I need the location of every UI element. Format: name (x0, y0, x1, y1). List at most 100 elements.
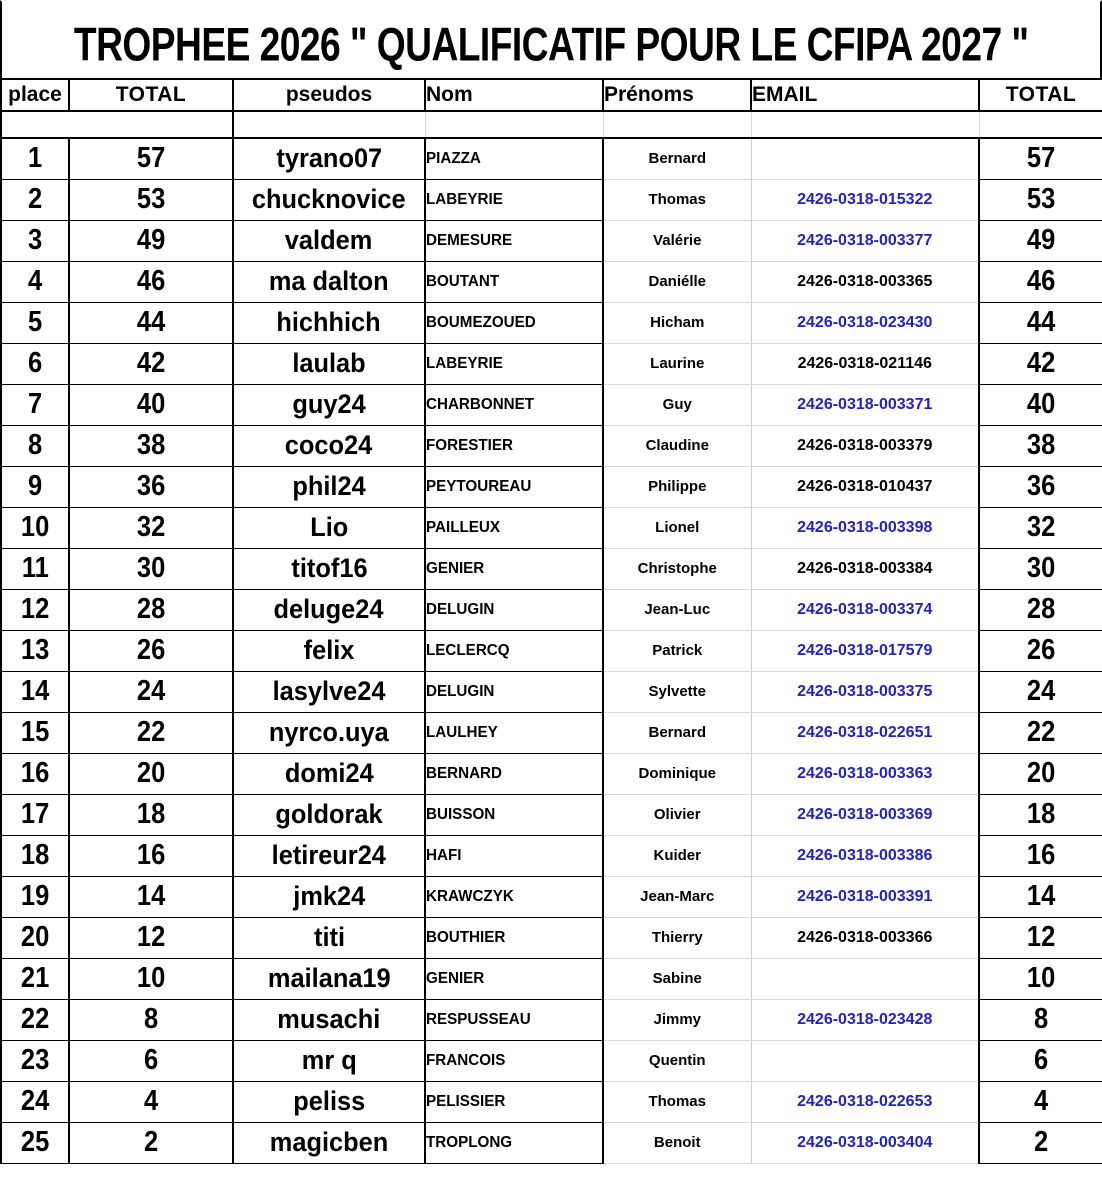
column-header-total-left[interactable]: TOTAL (69, 78, 234, 112)
cell-email[interactable]: 2426-0318-003386 (751, 834, 979, 877)
cell-nom[interactable]: PIAZZA (425, 137, 604, 180)
cell-place[interactable]: 21 (0, 957, 70, 1000)
cell-total-right[interactable]: 42 (978, 342, 1102, 385)
cell-nom[interactable]: FORESTIER (425, 424, 604, 467)
cell-email[interactable]: 2426-0318-022653 (751, 1080, 979, 1123)
cell-pseudo[interactable]: ma dalton (233, 260, 426, 303)
cell-total-left[interactable]: 16 (69, 834, 234, 877)
cell-email[interactable]: 2426-0318-021146 (751, 342, 979, 385)
cell-nom[interactable]: PAILLEUX (425, 506, 604, 549)
cell-prenom[interactable]: Jimmy (603, 998, 752, 1041)
cell-total-right[interactable]: 26 (978, 629, 1102, 672)
cell-place[interactable]: 5 (0, 301, 70, 344)
column-header-place[interactable]: place (0, 78, 70, 112)
cell-nom[interactable]: PELISSIER (425, 1080, 604, 1123)
cell-pseudo[interactable]: goldorak (233, 793, 426, 836)
cell-pseudo[interactable]: guy24 (233, 383, 426, 426)
cell-email[interactable]: 2426-0318-003365 (751, 260, 979, 303)
cell-nom[interactable]: CHARBONNET (425, 383, 604, 426)
cell-nom[interactable]: LECLERCQ (425, 629, 604, 672)
cell-pseudo[interactable]: felix (233, 629, 426, 672)
cell-pseudo[interactable]: mailana19 (233, 957, 426, 1000)
cell-place[interactable]: 6 (0, 342, 70, 385)
cell-total-left[interactable]: 20 (69, 752, 234, 795)
cell-place[interactable]: 11 (0, 547, 70, 590)
cell-email[interactable]: 2426-0318-003374 (751, 588, 979, 631)
cell-total-left[interactable]: 28 (69, 588, 234, 631)
cell-email[interactable] (751, 957, 979, 1000)
cell-prenom[interactable]: Philippe (603, 465, 752, 508)
cell-pseudo[interactable]: deluge24 (233, 588, 426, 631)
cell-prenom[interactable]: Christophe (603, 547, 752, 590)
cell-total-left[interactable]: 32 (69, 506, 234, 549)
cell-place[interactable]: 4 (0, 260, 70, 303)
cell-pseudo[interactable]: laulab (233, 342, 426, 385)
cell-place[interactable]: 23 (0, 1039, 70, 1082)
cell-nom[interactable]: RESPUSSEAU (425, 998, 604, 1041)
cell-total-left[interactable]: 38 (69, 424, 234, 467)
cell-pseudo[interactable]: peliss (233, 1080, 426, 1123)
cell-pseudo[interactable]: magicben (233, 1121, 426, 1164)
cell-total-right[interactable]: 24 (978, 670, 1102, 713)
cell-place[interactable]: 8 (0, 424, 70, 467)
cell-place[interactable]: 22 (0, 998, 70, 1041)
cell-total-right[interactable]: 20 (978, 752, 1102, 795)
cell-place[interactable]: 17 (0, 793, 70, 836)
column-header-pseudos[interactable]: pseudos (233, 78, 426, 112)
cell-nom[interactable]: BOUTANT (425, 260, 604, 303)
cell-pseudo[interactable]: titi (233, 916, 426, 959)
cell-total-left[interactable]: 8 (69, 998, 234, 1041)
cell-nom[interactable]: LAULHEY (425, 711, 604, 754)
cell-prenom[interactable]: Claudine (603, 424, 752, 467)
cell-prenom[interactable]: Thierry (603, 916, 752, 959)
cell-prenom[interactable]: Bernard (603, 711, 752, 754)
cell-total-right[interactable]: 36 (978, 465, 1102, 508)
cell-nom[interactable]: KRAWCZYK (425, 875, 604, 918)
cell-email[interactable]: 2426-0318-003404 (751, 1121, 979, 1164)
cell-nom[interactable]: GENIER (425, 957, 604, 1000)
cell-total-right[interactable]: 18 (978, 793, 1102, 836)
cell-email[interactable]: 2426-0318-003384 (751, 547, 979, 590)
cell-prenom[interactable]: Lionel (603, 506, 752, 549)
cell-prenom[interactable]: Olivier (603, 793, 752, 836)
cell-prenom[interactable]: Kuider (603, 834, 752, 877)
cell-pseudo[interactable]: phil24 (233, 465, 426, 508)
cell-place[interactable]: 16 (0, 752, 70, 795)
cell-email[interactable]: 2426-0318-003398 (751, 506, 979, 549)
cell-prenom[interactable]: Jean-Luc (603, 588, 752, 631)
cell-prenom[interactable]: Sabine (603, 957, 752, 1000)
cell-total-left[interactable]: 6 (69, 1039, 234, 1082)
cell-nom[interactable]: PEYTOUREAU (425, 465, 604, 508)
cell-prenom[interactable]: Dominique (603, 752, 752, 795)
cell-nom[interactable]: DELUGIN (425, 588, 604, 631)
cell-total-left[interactable]: 30 (69, 547, 234, 590)
cell-email[interactable]: 2426-0318-023428 (751, 998, 979, 1041)
cell-place[interactable]: 13 (0, 629, 70, 672)
cell-email[interactable]: 2426-0318-010437 (751, 465, 979, 508)
cell-total-left[interactable]: 24 (69, 670, 234, 713)
cell-email[interactable]: 2426-0318-003379 (751, 424, 979, 467)
column-header-email[interactable]: EMAIL (751, 78, 980, 112)
cell-place[interactable]: 25 (0, 1121, 70, 1164)
cell-pseudo[interactable]: nyrco.uya (233, 711, 426, 754)
cell-prenom[interactable]: Valérie (603, 219, 752, 262)
cell-nom[interactable]: HAFI (425, 834, 604, 877)
column-header-total-right[interactable]: TOTAL (979, 78, 1102, 112)
cell-place[interactable]: 2 (0, 178, 70, 221)
cell-nom[interactable]: BUISSON (425, 793, 604, 836)
cell-total-left[interactable]: 18 (69, 793, 234, 836)
cell-total-right[interactable]: 40 (978, 383, 1102, 426)
cell-email[interactable] (751, 1039, 979, 1082)
cell-total-right[interactable]: 4 (978, 1080, 1102, 1123)
cell-nom[interactable]: DEMESURE (425, 219, 604, 262)
cell-total-left[interactable]: 46 (69, 260, 234, 303)
cell-place[interactable]: 7 (0, 383, 70, 426)
cell-email[interactable]: 2426-0318-017579 (751, 629, 979, 672)
cell-place[interactable]: 18 (0, 834, 70, 877)
cell-total-left[interactable]: 49 (69, 219, 234, 262)
cell-nom[interactable]: DELUGIN (425, 670, 604, 713)
cell-total-left[interactable]: 22 (69, 711, 234, 754)
cell-place[interactable]: 14 (0, 670, 70, 713)
cell-pseudo[interactable]: jmk24 (233, 875, 426, 918)
cell-total-left[interactable]: 57 (69, 137, 234, 180)
